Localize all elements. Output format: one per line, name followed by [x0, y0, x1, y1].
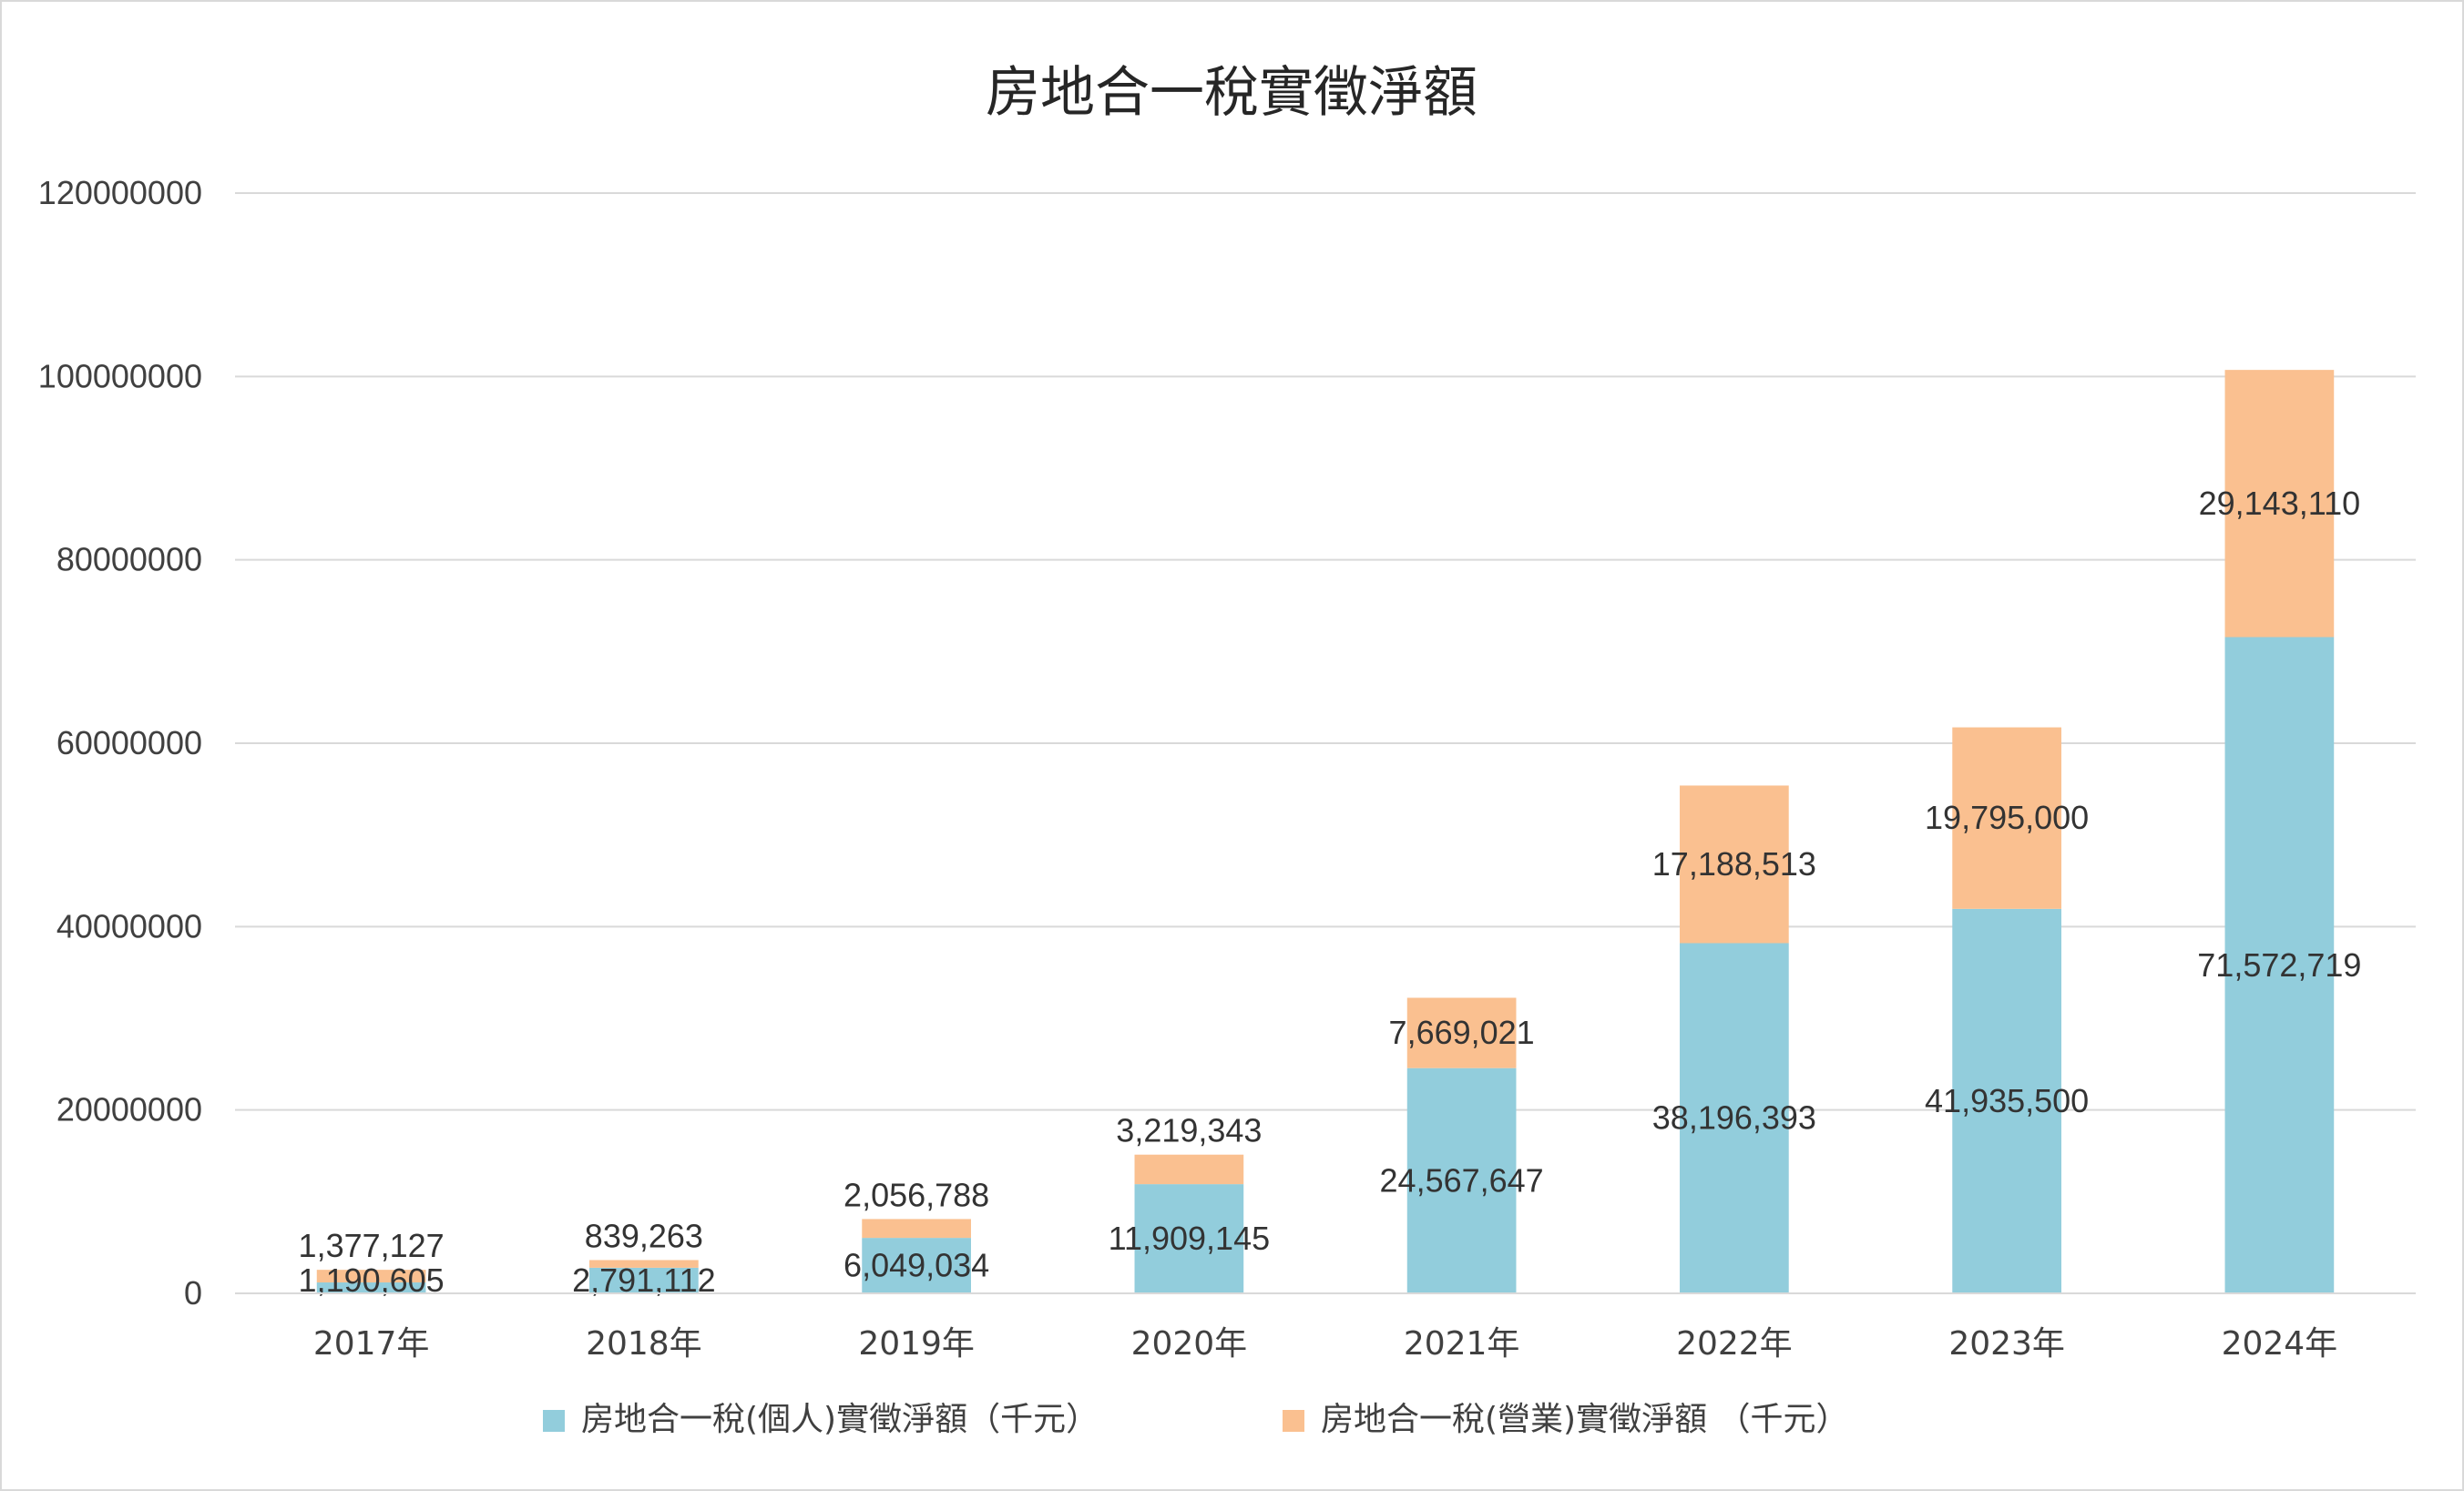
bar-segment [1680, 785, 1789, 944]
bar-segment [862, 1238, 971, 1293]
legend-label: 房地合一稅(個人)實徵淨額（千元） [581, 1401, 1099, 1438]
x-tick-label: 2017年 [313, 1325, 430, 1363]
x-tick-label: 2018年 [586, 1325, 702, 1363]
data-label: 17,188,513 [1652, 845, 1816, 883]
x-tick-label: 2020年 [1131, 1325, 1248, 1363]
data-label: 24,567,647 [1380, 1161, 1544, 1199]
bars [316, 370, 2335, 1293]
data-label: 3,219,343 [1116, 1112, 1262, 1149]
legend-label: 房地合一稅(營業)實徵淨額 （千元） [1321, 1401, 1849, 1438]
bar-segment [2224, 637, 2335, 1293]
y-tick-label: 60000000 [56, 724, 202, 761]
bar-segment [2224, 370, 2335, 638]
bar-segment [316, 1282, 426, 1293]
bar-segment [1680, 943, 1789, 1293]
y-tick-label: 100000000 [38, 357, 202, 394]
x-tick-label: 2024年 [2222, 1325, 2338, 1363]
data-label: 1,377,127 [299, 1227, 445, 1264]
bar-segment [589, 1267, 699, 1293]
bar-segment [1406, 1067, 1517, 1293]
legend-swatch [543, 1410, 565, 1432]
y-tick-label: 40000000 [56, 907, 202, 945]
bar-segment [1134, 1154, 1244, 1185]
data-label: 19,795,000 [1925, 799, 2089, 836]
data-label: 29,143,110 [2199, 485, 2361, 522]
x-tick-label: 2021年 [1404, 1325, 1520, 1363]
bar-segment [862, 1219, 971, 1239]
y-tick-label: 80000000 [56, 541, 202, 578]
bar-segment [589, 1260, 699, 1268]
y-tick-label: 20000000 [56, 1091, 202, 1128]
bar-segment [1952, 908, 2061, 1293]
gridlines [235, 192, 2416, 1294]
y-axis-ticks: 0 20000000 40000000 60000000 80000000 1000000… [38, 174, 202, 1312]
bar-segment [1134, 1184, 1244, 1293]
y-tick-label: 0 [184, 1274, 202, 1312]
x-tick-label: 2023年 [1948, 1325, 2065, 1363]
data-label: 839,263 [585, 1217, 703, 1254]
data-label: 11,909,145 [1109, 1220, 1271, 1257]
x-tick-label: 2022年 [1676, 1325, 1793, 1363]
legend: 房地合一稅(個人)實徵淨額（千元） 房地合一稅(營業)實徵淨額 （千元） [543, 1401, 1849, 1438]
data-label: 71,572,719 [2197, 946, 2361, 984]
legend-swatch [1283, 1410, 1304, 1432]
x-axis: 2017年 2018年 2019年 2020年 2021年 2022年 2023年 2024年 [235, 1292, 2416, 1363]
chart-title: 房地合一稅實徵淨額 [986, 61, 1477, 125]
x-tick-label: 2019年 [858, 1325, 975, 1363]
y-tick-label: 120000000 [38, 174, 202, 211]
bar-segment [1406, 997, 1517, 1068]
bar-segment [316, 1270, 426, 1283]
data-label: 38,196,393 [1652, 1099, 1816, 1137]
bar-segment [1952, 727, 2061, 909]
data-label: 6,049,034 [843, 1247, 989, 1284]
data-label: 41,935,500 [1925, 1082, 2089, 1119]
data-label: 7,669,021 [1389, 1014, 1535, 1051]
data-label: 2,056,788 [843, 1176, 989, 1213]
